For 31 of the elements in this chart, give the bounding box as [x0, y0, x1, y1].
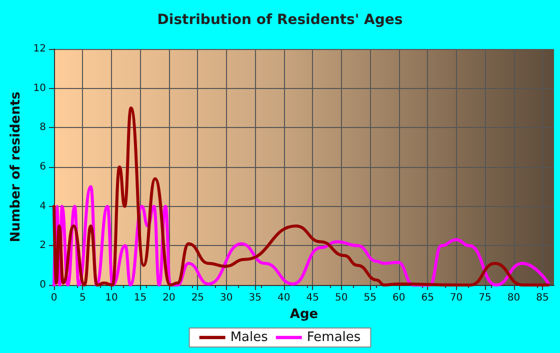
x-tick-label: 65	[421, 292, 434, 304]
y-tick-label: 6	[40, 162, 46, 172]
y-axis-title: Number of residents	[8, 91, 24, 242]
x-tick-label: 20	[162, 292, 176, 304]
x-tick-label: 50	[334, 292, 348, 304]
legend-label: Males	[230, 330, 268, 345]
x-tick-label: 35	[248, 292, 262, 304]
x-tick-label: 85	[536, 292, 549, 304]
x-tick-label: 15	[134, 292, 147, 304]
y-tick-label: 8	[40, 122, 46, 134]
x-tick-label: 10	[105, 292, 118, 304]
x-tick-label: 40	[278, 292, 290, 304]
x-tick-label: 0	[50, 292, 58, 304]
x-tick-label: 70	[450, 292, 463, 304]
x-tick-label: 25	[191, 292, 204, 304]
x-axis-title: Age	[290, 306, 318, 322]
chart-title: Distribution of Residents' Ages	[157, 12, 403, 28]
y-tick-label: 2	[40, 240, 46, 252]
x-tick-label: 80	[507, 292, 520, 304]
y-tick-label: 10	[33, 82, 46, 94]
x-tick-label: 55	[364, 292, 376, 304]
x-tick-label: 75	[478, 292, 492, 304]
y-tick-label: 4	[40, 200, 46, 212]
x-tick-label: 60	[392, 292, 406, 304]
x-tick-label: 30	[220, 292, 233, 304]
line-series	[52, 106, 550, 286]
y-tick-label: 0	[40, 280, 46, 290]
x-tick-label: 45	[306, 292, 319, 304]
y-tick-label: 12	[33, 44, 46, 54]
legend-label: Females	[306, 330, 361, 345]
x-tick-label: 5	[80, 292, 86, 304]
